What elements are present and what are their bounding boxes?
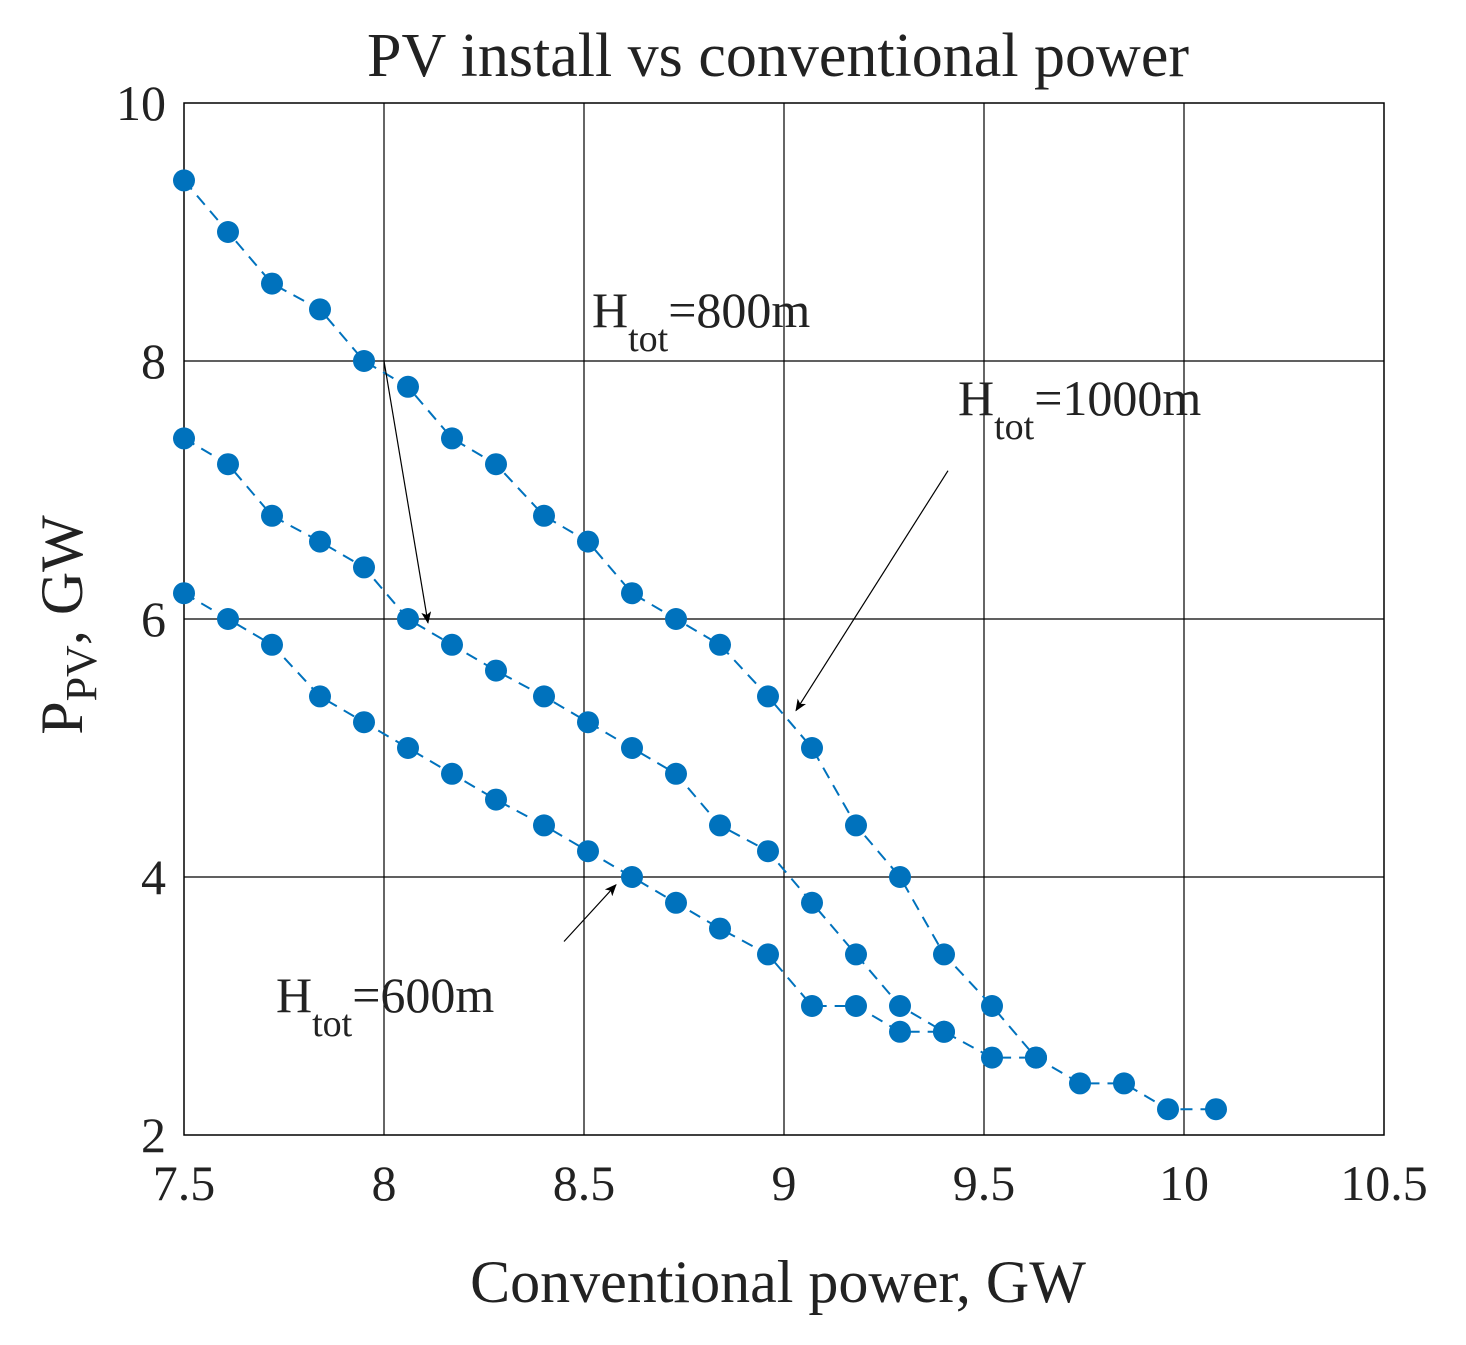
- data-point: [173, 582, 195, 605]
- data-point: [397, 608, 419, 630]
- annotation-h1000: Htot=1000m: [958, 370, 1201, 448]
- data-point: [757, 943, 779, 966]
- data-point: [889, 866, 911, 888]
- data-point: [665, 891, 687, 914]
- data-point: [353, 350, 375, 372]
- x-tick-label: 10.5: [1340, 1155, 1428, 1211]
- data-point: [397, 375, 419, 398]
- data-point: [665, 762, 687, 785]
- data-point: [757, 685, 779, 708]
- data-point: [441, 633, 463, 656]
- y-tick-label: 6: [141, 591, 166, 647]
- data-point: [173, 169, 195, 192]
- annotation-h600: Htot=600m: [276, 967, 494, 1045]
- data-point: [533, 504, 555, 527]
- data-point: [485, 788, 507, 811]
- chart-title: PV install vs conventional power: [367, 22, 1189, 90]
- data-point: [621, 866, 643, 888]
- y-axis-label: PPV, GW: [29, 515, 106, 735]
- x-tick-label: 8.5: [553, 1155, 616, 1211]
- data-point: [1069, 1072, 1091, 1095]
- data-point: [309, 685, 331, 708]
- data-point: [173, 427, 195, 450]
- data-point: [709, 633, 731, 656]
- data-point: [801, 737, 823, 759]
- data-point: [353, 556, 375, 579]
- data-point: [845, 943, 867, 966]
- data-point: [621, 737, 643, 759]
- data-point: [533, 685, 555, 708]
- data-point: [441, 762, 463, 785]
- x-tick-label: 9: [772, 1155, 797, 1211]
- x-tick-label: 7.5: [153, 1155, 216, 1211]
- data-point: [533, 814, 555, 837]
- series-group: [173, 169, 1227, 1121]
- data-point: [889, 1020, 911, 1043]
- data-point: [217, 608, 239, 630]
- data-point: [309, 298, 331, 321]
- x-axis-label: Conventional power, GW: [470, 1249, 1086, 1315]
- data-point: [845, 995, 867, 1017]
- data-point: [485, 659, 507, 682]
- data-point: [801, 891, 823, 914]
- data-point: [485, 453, 507, 476]
- data-point: [709, 917, 731, 940]
- data-point: [1113, 1072, 1135, 1095]
- data-point: [1025, 1046, 1047, 1069]
- data-point: [441, 427, 463, 450]
- data-point: [981, 995, 1003, 1017]
- data-point: [261, 272, 283, 295]
- data-point: [577, 840, 599, 863]
- x-tick-label: 10: [1159, 1155, 1209, 1211]
- data-point: [217, 453, 239, 476]
- annotation-arrow-h800: [383, 360, 432, 624]
- data-point: [981, 1046, 1003, 1069]
- data-point: [397, 737, 419, 759]
- data-point: [309, 530, 331, 553]
- data-point: [217, 221, 239, 243]
- x-tick-label: 8: [372, 1155, 397, 1211]
- y-tick-label: 10: [116, 75, 166, 131]
- data-point: [261, 633, 283, 656]
- grid: [184, 103, 1384, 1135]
- data-point: [621, 582, 643, 605]
- annotation-h800: Htot=800m: [592, 282, 810, 360]
- data-point: [577, 530, 599, 553]
- data-point: [845, 814, 867, 837]
- x-axis-ticks: 7.5 8 8.5 9 9.5 10 10.5: [153, 1155, 1428, 1211]
- data-point: [1157, 1098, 1179, 1121]
- data-point: [933, 943, 955, 966]
- data-point: [353, 711, 375, 734]
- y-tick-label: 8: [141, 333, 166, 389]
- y-tick-label: 2: [141, 1107, 166, 1163]
- annotation-arrow-h1000: [795, 470, 949, 712]
- data-point: [577, 711, 599, 734]
- data-point: [665, 608, 687, 630]
- data-point: [261, 504, 283, 527]
- data-point: [1205, 1098, 1227, 1121]
- x-tick-label: 9.5: [953, 1155, 1016, 1211]
- y-tick-label: 4: [141, 849, 166, 905]
- y-axis-ticks: 2 4 6 8 10: [116, 75, 166, 1163]
- data-point: [933, 1020, 955, 1043]
- data-point: [889, 995, 911, 1017]
- data-point: [801, 995, 823, 1017]
- data-point: [709, 814, 731, 837]
- data-point: [757, 840, 779, 863]
- series-3: [173, 582, 955, 1043]
- annotation-arrow-h600: [563, 884, 617, 942]
- annotation-arrows: [383, 360, 949, 942]
